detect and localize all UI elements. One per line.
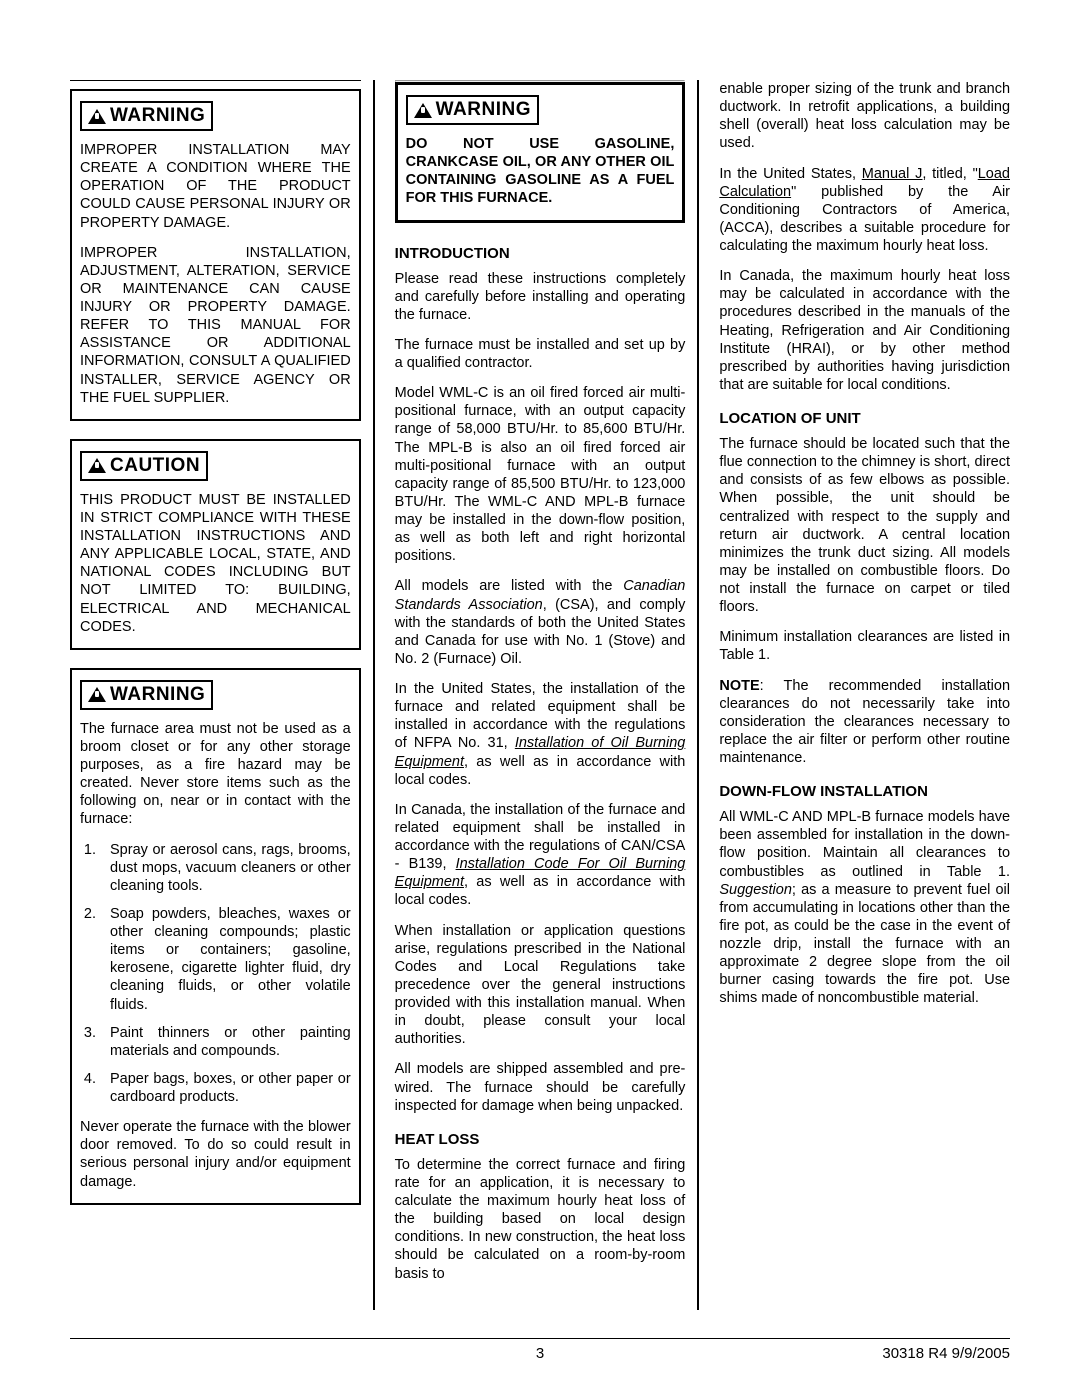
intro-p3: Model WML-C is an oil fired forced air m… (395, 384, 686, 565)
warning-label: WARNING (110, 684, 205, 706)
loc-p1: The furnace should be located such that … (719, 435, 1010, 616)
text: In the United States, (719, 166, 861, 182)
alert-triangle-icon (414, 103, 432, 118)
warning-box-2: WARNING The furnace area must not be use… (70, 668, 361, 1205)
caution-label: CAUTION (110, 455, 200, 477)
caution-box: CAUTION THIS PRODUCT MUST BE INSTALLED I… (70, 439, 361, 650)
downflow-heading: DOWN-FLOW INSTALLATION (719, 783, 1010, 800)
underline-text: Manual J, (862, 166, 927, 182)
warning-heading-2: WARNING (80, 680, 213, 710)
down-p1: All WML-C AND MPL-B furnace models have … (719, 808, 1010, 1007)
location-heading: LOCATION OF UNIT (719, 410, 1010, 427)
alert-triangle-icon (88, 109, 106, 124)
intro-p1: Please read these instructions completel… (395, 270, 686, 324)
column-2: WARNING DO NOT USE GASOLINE, CRANKCASE O… (395, 80, 700, 1310)
intro-p2: The furnace must be installed and set up… (395, 336, 686, 372)
text: titled, " (926, 166, 977, 182)
alert-triangle-icon (88, 458, 106, 473)
intro-p5: In the United States, the installation o… (395, 680, 686, 789)
caution-p1: THIS PRODUCT MUST BE INSTALLED IN STRICT… (80, 491, 351, 636)
loc-p3: NOTE: The recommended installation clear… (719, 677, 1010, 768)
loc-p2: Minimum installation clearances are list… (719, 628, 1010, 664)
warning-box-3: WARNING DO NOT USE GASOLINE, CRANKCASE O… (395, 82, 686, 223)
page-footer: 3 30318 R4 9/9/2005 (70, 1338, 1010, 1362)
warning1-p1: IMPROPER INSTALLATION MAY CREATE A CONDI… (80, 141, 351, 232)
introduction-heading: INTRODUCTION (395, 245, 686, 262)
intro-p6: In Canada, the installation of the furna… (395, 801, 686, 910)
heat-loss-heading: HEAT LOSS (395, 1131, 686, 1148)
alert-triangle-icon (88, 687, 106, 702)
italic-text: Suggestion (719, 882, 792, 898)
note-label: NOTE (719, 678, 759, 694)
warning2-list: Spray or aerosol cans, rags, brooms, dus… (80, 841, 351, 1107)
warning-label: WARNING (436, 99, 531, 121)
warning-heading-3: WARNING (406, 95, 539, 125)
footer-revision: 30318 R4 9/9/2005 (882, 1345, 1010, 1362)
column-1: WARNING IMPROPER INSTALLATION MAY CREATE… (70, 80, 375, 1310)
text: : The recommended installation clearance… (719, 678, 1010, 767)
list-item: Paint thinners or other painting materia… (100, 1024, 351, 1060)
cont-p1: enable proper sizing of the trunk and br… (719, 80, 1010, 153)
caution-heading: CAUTION (80, 451, 208, 481)
page-number: 3 (536, 1345, 544, 1362)
warning1-p2: IMPROPER INSTALLATION, ADJUSTMENT, ALTER… (80, 244, 351, 407)
warning3-p1: DO NOT USE GASOLINE, CRANKCASE OIL, OR A… (406, 135, 675, 208)
warning-heading-1: WARNING (80, 101, 213, 131)
intro-p4: All models are listed with the Canadian … (395, 577, 686, 668)
col1-top-rule (70, 80, 361, 81)
list-item: Soap powders, bleaches, waxes or other c… (100, 905, 351, 1014)
warning2-p1: The furnace area must not be used as a b… (80, 720, 351, 829)
intro-p8: All models are shipped assembled and pre… (395, 1060, 686, 1114)
warning-box-1: WARNING IMPROPER INSTALLATION MAY CREATE… (70, 89, 361, 421)
warning-label: WARNING (110, 105, 205, 127)
cont-p3: In Canada, the maximum hourly heat loss … (719, 267, 1010, 394)
list-item: Paper bags, boxes, or other paper or car… (100, 1070, 351, 1106)
list-item: Spray or aerosol cans, rags, brooms, dus… (100, 841, 351, 895)
text: All WML-C AND MPL-B furnace models have … (719, 809, 1010, 879)
warning2-p2: Never operate the furnace with the blowe… (80, 1118, 351, 1191)
text: All models are listed with the (395, 578, 624, 594)
cont-p2: In the United States, Manual J, titled, … (719, 165, 1010, 256)
column-3: enable proper sizing of the trunk and br… (719, 80, 1010, 1310)
intro-p7: When installation or application questio… (395, 922, 686, 1049)
heat-p1: To determine the correct furnace and fir… (395, 1156, 686, 1283)
text: ; as a measure to prevent fuel oil from … (719, 882, 1010, 1007)
